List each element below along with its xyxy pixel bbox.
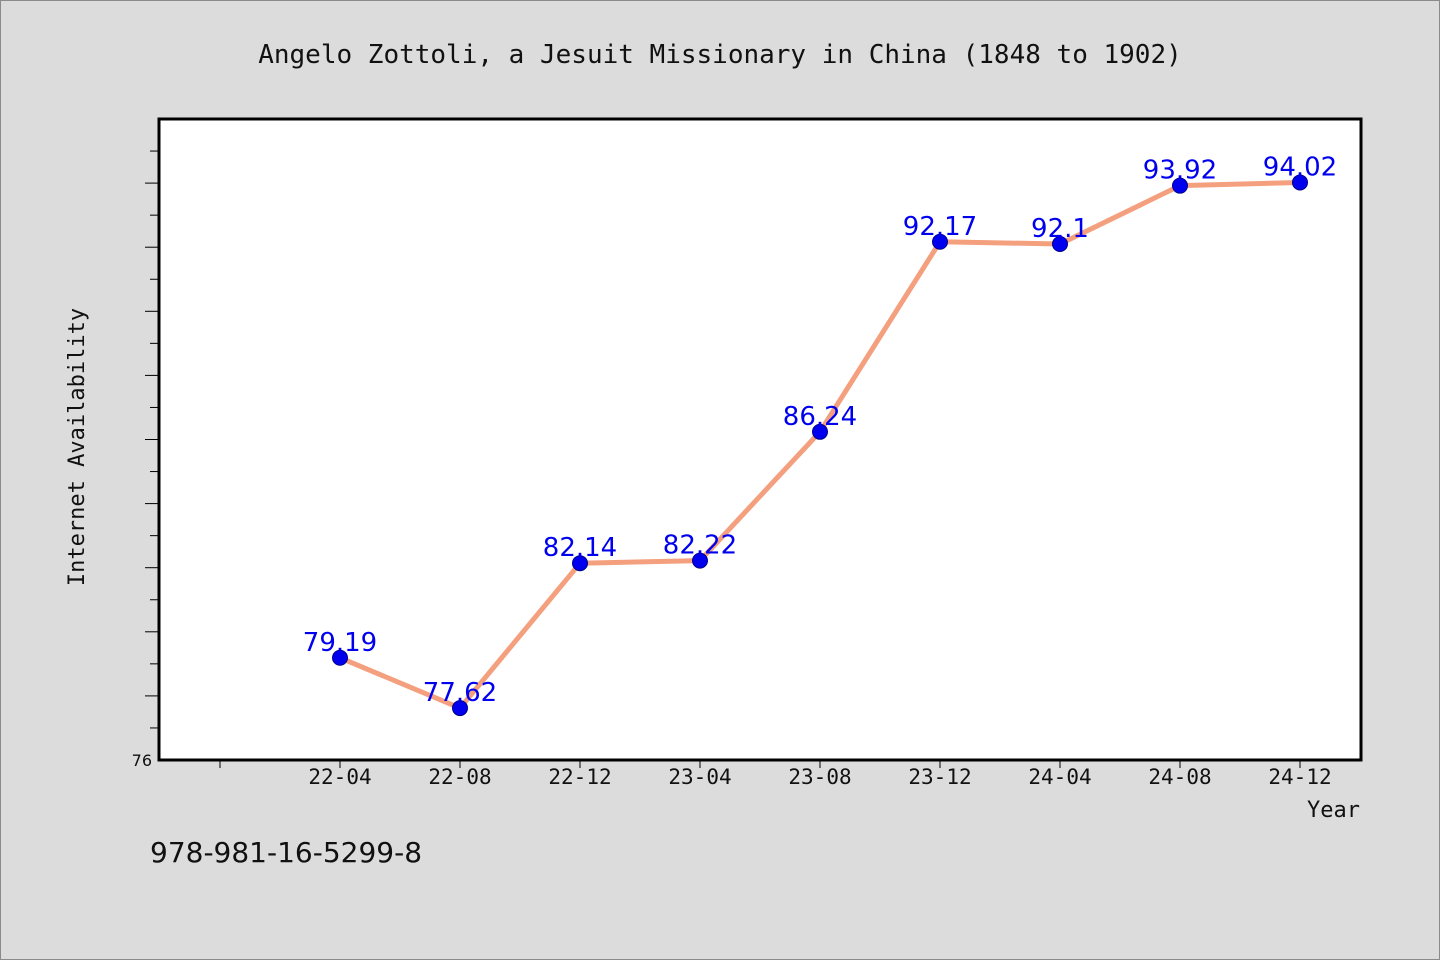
- data-label: 79.19: [303, 628, 377, 658]
- y-axis-ticks: [145, 150, 159, 729]
- x-tick-label: 23-12: [908, 765, 971, 789]
- x-tick-label: 24-12: [1268, 765, 1331, 789]
- data-point: [1292, 174, 1308, 191]
- data-label: 92.1: [1031, 214, 1089, 244]
- data-label: 86.24: [783, 402, 857, 432]
- data-point: [1052, 235, 1068, 252]
- data-point: [452, 700, 468, 717]
- series-layer: 79.19 77.62 82.14 82.22 86.24 92.17 92.1 93.92 9…: [303, 152, 1337, 717]
- isbn-text: 978-981-16-5299-8: [150, 836, 423, 869]
- data-label: 92.17: [903, 212, 977, 242]
- x-tick-label: 23-04: [668, 765, 731, 789]
- data-label: 77.62: [423, 678, 497, 708]
- x-tick-label: 24-08: [1148, 765, 1211, 789]
- data-point: [692, 552, 708, 569]
- plot-area: [157, 117, 1363, 762]
- chart-title: Angelo Zottoli, a Jesuit Missionary in C…: [258, 40, 1182, 70]
- data-point: [812, 423, 828, 440]
- y-tick-label-76: 76: [132, 751, 152, 770]
- data-point: [572, 555, 588, 572]
- x-tick-label: 23-08: [788, 765, 851, 789]
- x-tick-label: 22-04: [308, 765, 371, 789]
- data-label: 82.14: [543, 533, 617, 563]
- data-label: 94.02: [1263, 152, 1337, 182]
- x-tick-label: 22-12: [548, 765, 611, 789]
- x-tick-label: 24-04: [1028, 765, 1091, 789]
- data-label: 82.22: [663, 531, 737, 561]
- y-axis-label: Internet Availability: [65, 308, 90, 586]
- data-point: [1172, 177, 1188, 194]
- data-point: [932, 233, 948, 250]
- x-axis-label: Year: [1307, 798, 1360, 823]
- x-axis-ticks: 22-04 22-08 22-12 23-04 23-08 23-12 24-04 24-08…: [219, 760, 1332, 789]
- data-point: [332, 649, 348, 666]
- x-tick-label: 22-08: [428, 765, 491, 789]
- data-label: 93.92: [1143, 156, 1217, 186]
